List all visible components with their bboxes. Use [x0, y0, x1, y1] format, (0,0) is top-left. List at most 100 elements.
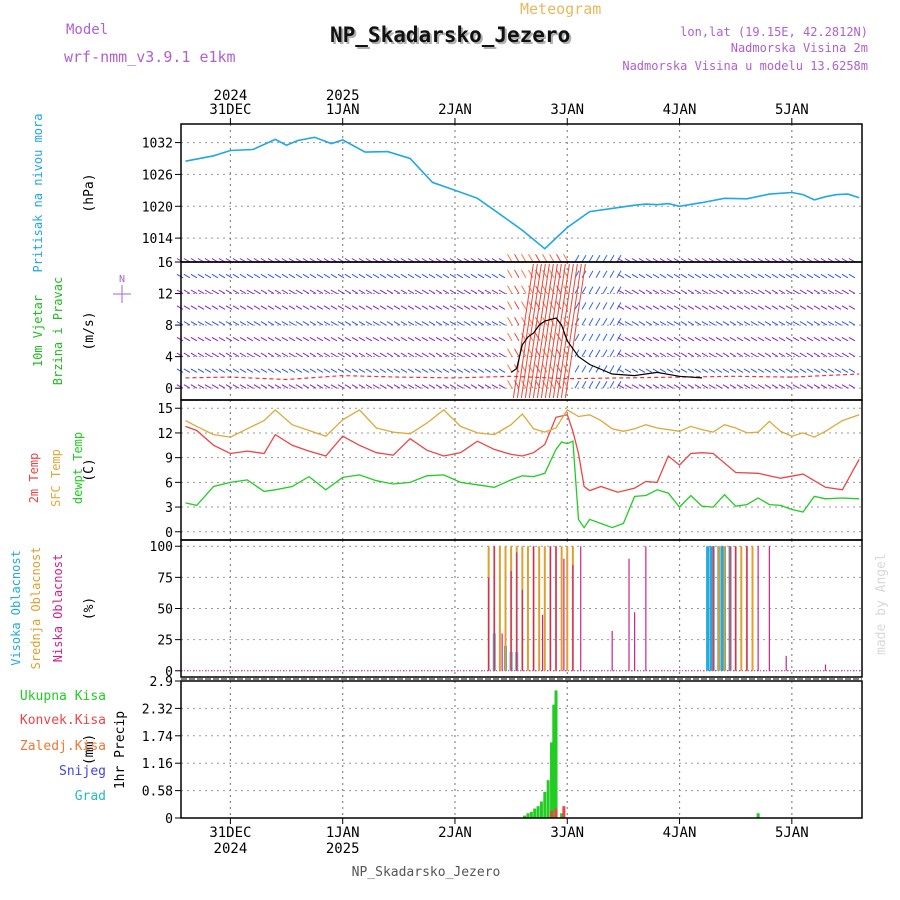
- wind-barb: [302, 273, 310, 279]
- wind-barb: [407, 352, 415, 358]
- wind-barb: [330, 384, 338, 389]
- wind-barb: [295, 368, 303, 373]
- wind-barb: [736, 336, 744, 342]
- wind-barb: [407, 273, 415, 279]
- wind-barb: [211, 336, 219, 342]
- wind-barb: [528, 269, 534, 279]
- wind-barb: [827, 289, 835, 294]
- wind-barb: [563, 253, 569, 263]
- wind-barb: [421, 336, 429, 342]
- wind-barb: [372, 273, 380, 279]
- wind-barb: [176, 305, 184, 310]
- wind-barb: [750, 289, 758, 294]
- wind-barb: [386, 289, 394, 294]
- wind-barb: [694, 305, 702, 310]
- wind-barb: [792, 305, 800, 310]
- wind-barb: [246, 352, 254, 358]
- wind-barb: [477, 384, 485, 389]
- wind-barb: [204, 305, 212, 310]
- wind-barb: [673, 321, 681, 326]
- wind-barb: [602, 365, 608, 373]
- wind-barb: [176, 289, 184, 294]
- wind-barb: [616, 365, 622, 373]
- wind-barb: [617, 352, 625, 358]
- wind-barb: [764, 368, 772, 373]
- wind-barb: [442, 336, 450, 342]
- wind-barb: [246, 273, 254, 279]
- wind-barb: [344, 352, 352, 358]
- wind-barb: [778, 321, 786, 326]
- wind-barb: [827, 336, 835, 342]
- wind-barb: [204, 352, 212, 358]
- wind-barb: [218, 384, 226, 389]
- wind-barb: [638, 336, 646, 342]
- wind-barb: [491, 289, 499, 294]
- wind-barb: [344, 368, 352, 373]
- wind-barb: [806, 289, 814, 294]
- wind-barb: [729, 368, 737, 373]
- wind-barb: [771, 336, 779, 342]
- wind-barb: [813, 289, 821, 294]
- wind-barb: [820, 368, 828, 373]
- wind-barb: [638, 384, 646, 389]
- precip-bar: [550, 742, 554, 818]
- wind-barb: [708, 305, 716, 310]
- wind-barb: [514, 348, 520, 357]
- wind-barb: [673, 305, 681, 310]
- wind-barb: [288, 321, 296, 326]
- wind-barb: [372, 368, 380, 373]
- wind-barbs: [176, 253, 856, 399]
- wind-barb: [624, 321, 632, 326]
- wind-barb: [435, 321, 443, 326]
- wind-barb: [358, 305, 366, 310]
- wind-barb: [463, 273, 471, 279]
- wind-barb: [470, 305, 478, 310]
- wind-barb: [379, 273, 387, 279]
- precip-bar: [552, 704, 556, 818]
- precip-bar: [523, 815, 527, 818]
- wind-barb: [316, 384, 324, 389]
- wind-barb: [806, 273, 814, 279]
- wind-barb: [211, 352, 219, 358]
- wind-barb: [274, 289, 282, 294]
- wind-barb: [602, 302, 608, 310]
- wind-barb: [498, 289, 506, 294]
- wind-barb: [617, 384, 625, 389]
- wind-barb: [351, 273, 359, 279]
- wind-barb: [176, 368, 184, 373]
- wind-barb: [183, 352, 191, 358]
- wind-barb: [785, 289, 793, 294]
- wind-barb: [414, 336, 422, 342]
- storm-barb: [560, 263, 582, 399]
- wind-barb: [757, 352, 765, 358]
- wind-barb: [617, 273, 625, 279]
- wind-barb: [736, 321, 744, 326]
- precip-bar: [562, 806, 566, 818]
- wind-barb: [239, 336, 247, 342]
- wind-barb: [687, 336, 695, 342]
- wind-barb: [470, 352, 478, 358]
- wind-barb: [232, 305, 240, 310]
- wind-barb: [477, 368, 485, 373]
- wind-barb: [470, 336, 478, 342]
- sfctemp-ylabel: SFC Temp: [49, 449, 63, 507]
- wind-barb: [337, 289, 345, 294]
- wind-barb: [659, 305, 667, 310]
- wind-barb: [498, 305, 506, 310]
- credit-text: made by Angel: [874, 553, 889, 655]
- wind-barb: [680, 336, 688, 342]
- wind-barb: [456, 321, 464, 326]
- wind-barb: [260, 289, 268, 294]
- y-tick-label-cloud: 75: [157, 571, 173, 586]
- wind-barb: [715, 384, 723, 389]
- wind-barb: [386, 352, 394, 358]
- wind-barb: [288, 368, 296, 373]
- wind-barb: [514, 380, 520, 389]
- wind-barb: [183, 336, 191, 342]
- wind-barb: [715, 273, 723, 279]
- wind-barb: [449, 384, 457, 389]
- wind-barb: [652, 305, 660, 310]
- storm-barb: [532, 263, 554, 399]
- panel-bg-pressure: [181, 124, 862, 262]
- y-tick-label-pressure: 1026: [142, 168, 173, 183]
